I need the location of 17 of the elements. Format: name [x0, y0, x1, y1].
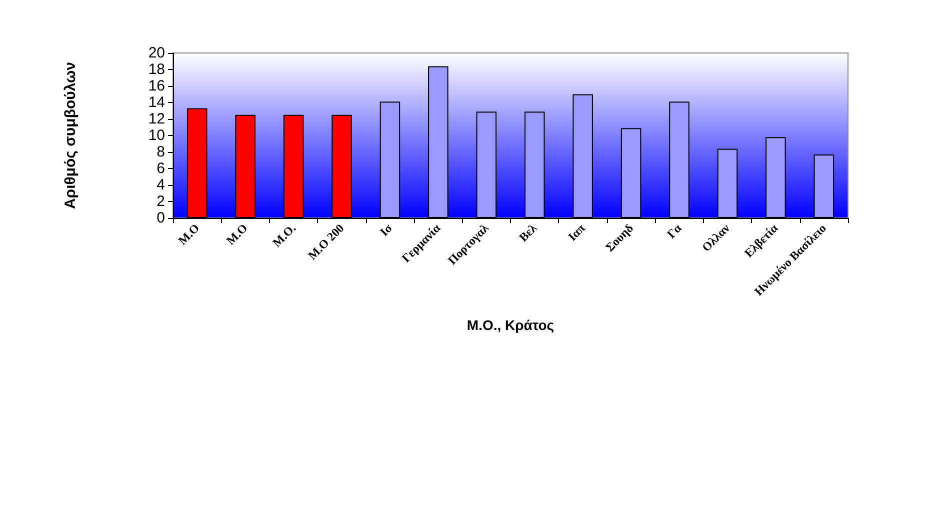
- x-tick-label: Γα: [664, 220, 684, 242]
- y-tick-label: 20: [148, 44, 165, 62]
- x-tick-label: Ιαπ: [565, 220, 588, 244]
- y-tick-label: 10: [148, 127, 165, 144]
- x-tick-label: Βελ: [516, 220, 540, 244]
- y-tick-label: 2: [156, 193, 165, 210]
- y-tick-label: 0: [156, 210, 165, 226]
- y-tick-label: 6: [156, 160, 165, 177]
- y-tick-label: 14: [148, 94, 165, 111]
- y-tick-label: 16: [148, 78, 165, 94]
- x-axis-title: Μ.Ο., Κράτος: [466, 317, 554, 333]
- x-tick-label: Ισ: [377, 220, 396, 239]
- y-tick-label: 18: [148, 61, 165, 78]
- y-tick-label: 4: [156, 176, 165, 194]
- y-axis-title: Αριθμός συμβούλων: [62, 62, 79, 210]
- y-tick-label: 8: [156, 144, 165, 160]
- y-tick-label: 12: [148, 110, 165, 128]
